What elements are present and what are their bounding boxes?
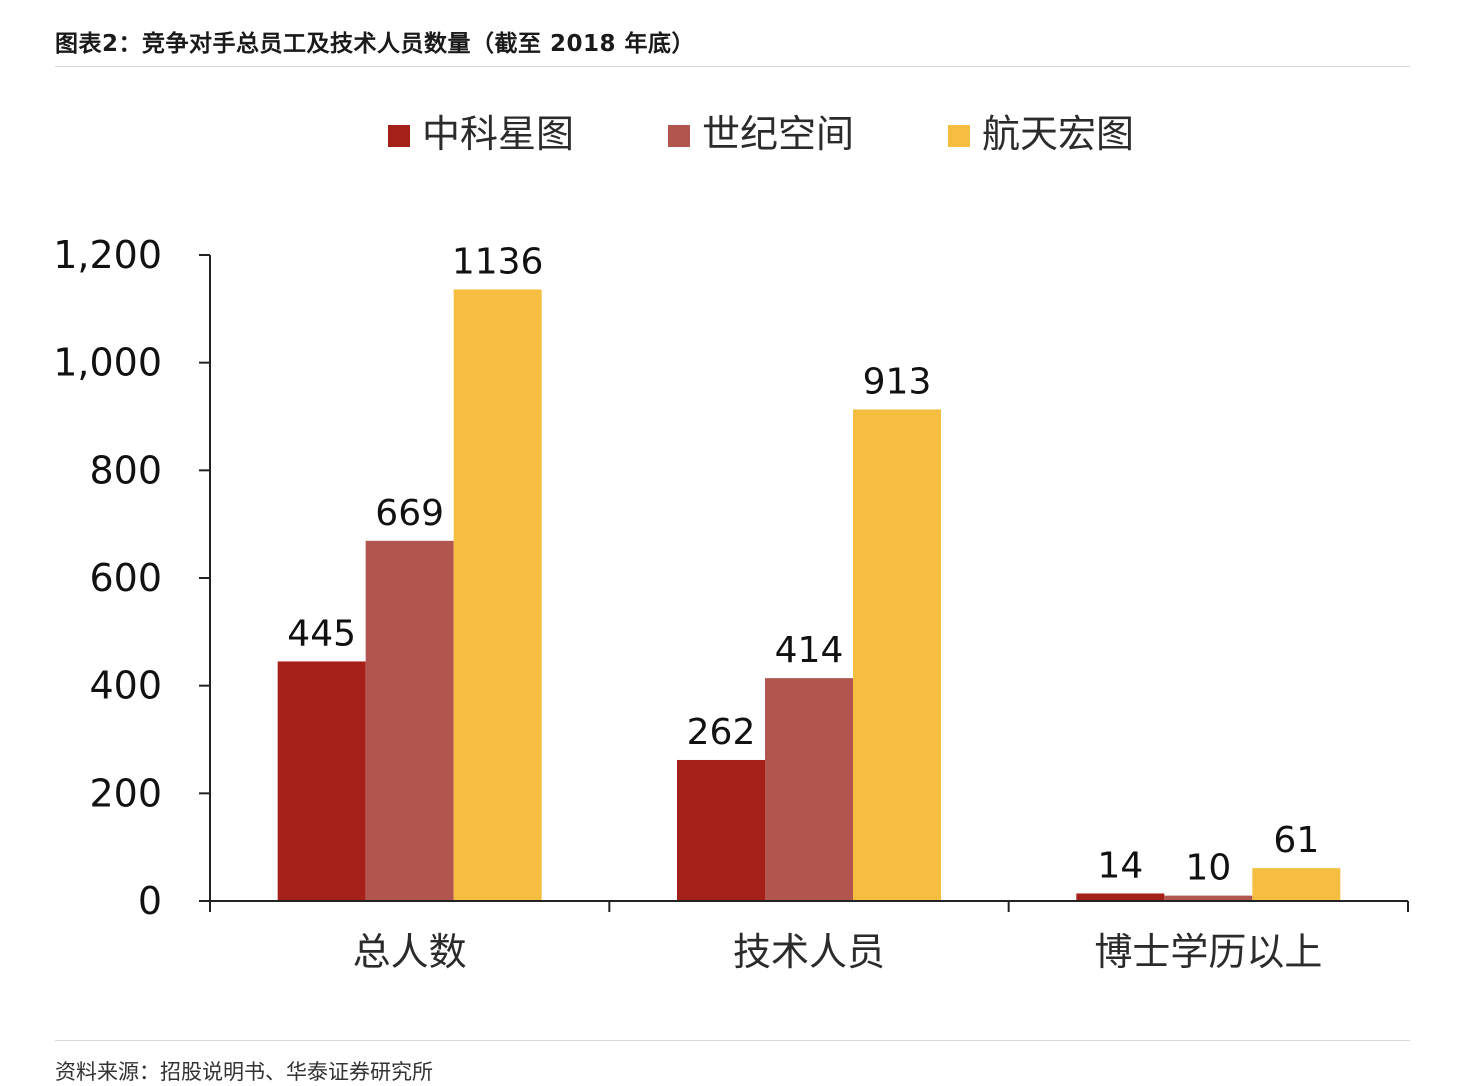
y-tick-label-6: 1,200 [53, 233, 162, 277]
x-axis: 总人数 技术人员 博士学历以上 [209, 900, 1409, 974]
legend-swatch-2 [668, 125, 690, 147]
data-label-2-2: 414 [775, 630, 844, 671]
source-divider [55, 1040, 1410, 1041]
chart-bars [277, 289, 1341, 901]
data-label-1-3: 1136 [452, 241, 544, 282]
y-tick-label-5: 1,000 [53, 341, 162, 385]
legend-swatch-3 [948, 125, 970, 147]
bar-3-2 [1164, 895, 1253, 901]
y-tick-label-2: 400 [89, 664, 162, 708]
data-label-1-1: 445 [287, 613, 356, 654]
bar-chart: 中科星图 世纪空间 航天宏图 445 669 1136 262 414 913 14 10 61 0… [53, 112, 1409, 974]
source-note: 资料来源：招股说明书、华泰证券研究所 [55, 1060, 433, 1084]
data-label-1-2: 669 [375, 493, 444, 534]
data-label-2-3: 913 [863, 362, 932, 403]
x-category-label-3: 博士学历以上 [1094, 930, 1322, 974]
chart-data-labels: 445 669 1136 262 414 913 14 10 61 [287, 241, 1319, 888]
data-label-3-2: 10 [1185, 848, 1231, 889]
legend-label-1: 中科星图 [422, 112, 574, 156]
bar-1-3 [453, 289, 542, 901]
bar-3-3 [1252, 868, 1341, 901]
y-tick-label-4: 800 [89, 448, 162, 492]
data-label-3-3: 61 [1273, 820, 1319, 861]
legend-label-2: 世纪空间 [702, 112, 854, 156]
bar-2-2 [765, 678, 853, 901]
bar-1-2 [365, 540, 454, 901]
y-tick-label-0: 0 [138, 879, 162, 923]
data-label-3-1: 14 [1097, 845, 1143, 886]
data-label-2-1: 262 [687, 712, 756, 753]
y-tick-label-1: 200 [89, 771, 162, 815]
bar-2-3 [853, 409, 941, 901]
bar-3-1 [1076, 893, 1165, 901]
bar-1-1 [277, 661, 366, 901]
x-category-label-1: 总人数 [353, 930, 467, 974]
figure-title: 图表2：竞争对手总员工及技术人员数量（截至 2018 年底） [55, 31, 696, 57]
legend-label-3: 航天宏图 [982, 112, 1134, 156]
x-category-label-2: 技术人员 [733, 930, 885, 974]
y-axis: 0 200 400 600 800 1,000 1,200 [53, 233, 211, 923]
chart-legend: 中科星图 世纪空间 航天宏图 [388, 112, 1134, 156]
bar-2-1 [677, 759, 765, 901]
title-divider [55, 66, 1410, 67]
y-tick-label-3: 600 [89, 556, 162, 600]
legend-swatch-1 [388, 125, 410, 147]
